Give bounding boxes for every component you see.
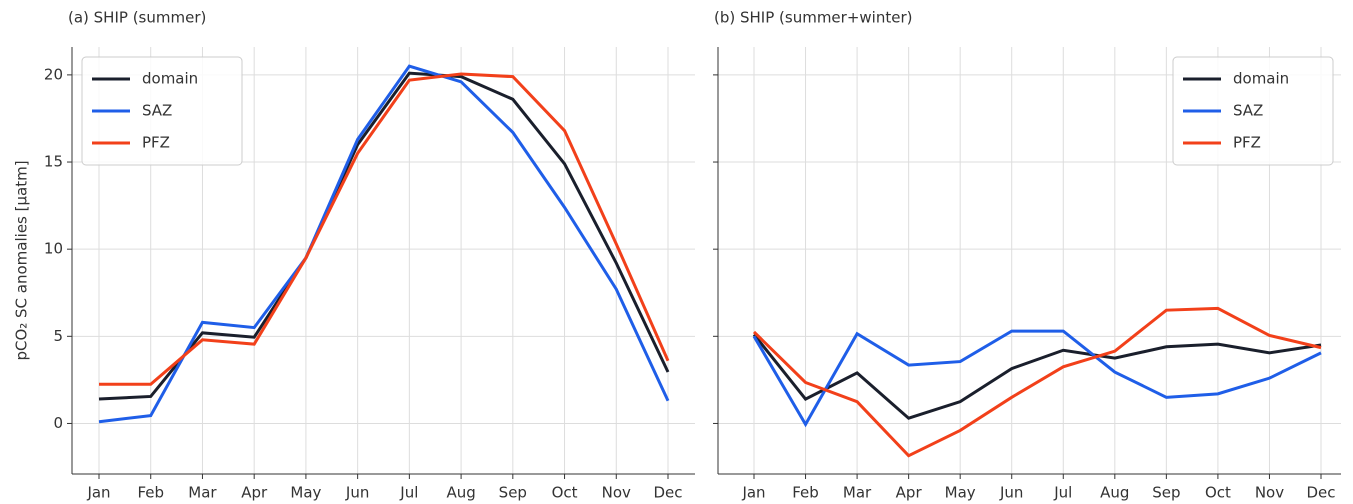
line-series [99,72,670,386]
legend-label: PFZ [1233,134,1261,152]
y-tick-label: 0 [53,414,63,432]
x-tick-label: Mar [188,484,217,502]
x-tick-label: Apr [241,484,268,502]
x-tick-label: Feb [792,484,819,502]
x-tick-label: Mar [843,484,872,502]
legend-label: SAZ [1233,102,1263,120]
y-axis-label: pCO₂ SC anomalies [μatm] [13,160,31,360]
x-tick-label: Dec [653,484,682,502]
x-tick-label: Jan [741,484,765,502]
line-series [752,333,1322,420]
legend-box [81,56,243,166]
legend: domain SAZ PFZ [1172,56,1334,166]
chart-title: (a) SHIP (summer) [68,9,206,27]
x-tick-label: Aug [446,484,475,502]
x-tick-label: Dec [1306,484,1335,502]
x-tick-label: Nov [602,484,631,502]
x-tick-label: Jul [399,484,418,502]
x-tick-label: Feb [137,484,164,502]
x-tick-label: Sep [1152,484,1180,502]
x-tick-label: Jan [86,484,110,502]
x-tick-label: Apr [896,484,923,502]
line-series [752,329,1322,428]
y-tick-label: 20 [44,65,63,83]
y-tick-label: 5 [53,327,63,345]
x-tick-label: Jun [345,484,369,502]
line-series [98,64,670,424]
x-tick-label: Nov [1255,484,1284,502]
x-tick-label: Sep [499,484,527,502]
x-tick-label: Oct [552,484,578,502]
x-tick-label: May [945,484,976,502]
y-tick-label: 10 [44,240,63,258]
legend-box [1172,56,1334,166]
x-tick-label: May [290,484,321,502]
y-tick-label: 15 [44,153,63,171]
legend-label: SAZ [142,102,172,120]
x-tick-label: Oct [1205,484,1231,502]
x-tick-label: Jul [1053,484,1072,502]
x-tick-label: Jun [999,484,1023,502]
line-series [98,71,670,401]
legend-label: domain [142,70,198,88]
chart-title: (b) SHIP (summer+winter) [714,9,912,27]
legend-label: domain [1233,70,1289,88]
line-series [752,306,1322,458]
legend: domain SAZ PFZ [81,56,243,166]
x-tick-label: Aug [1100,484,1129,502]
legend-label: PFZ [142,134,170,152]
